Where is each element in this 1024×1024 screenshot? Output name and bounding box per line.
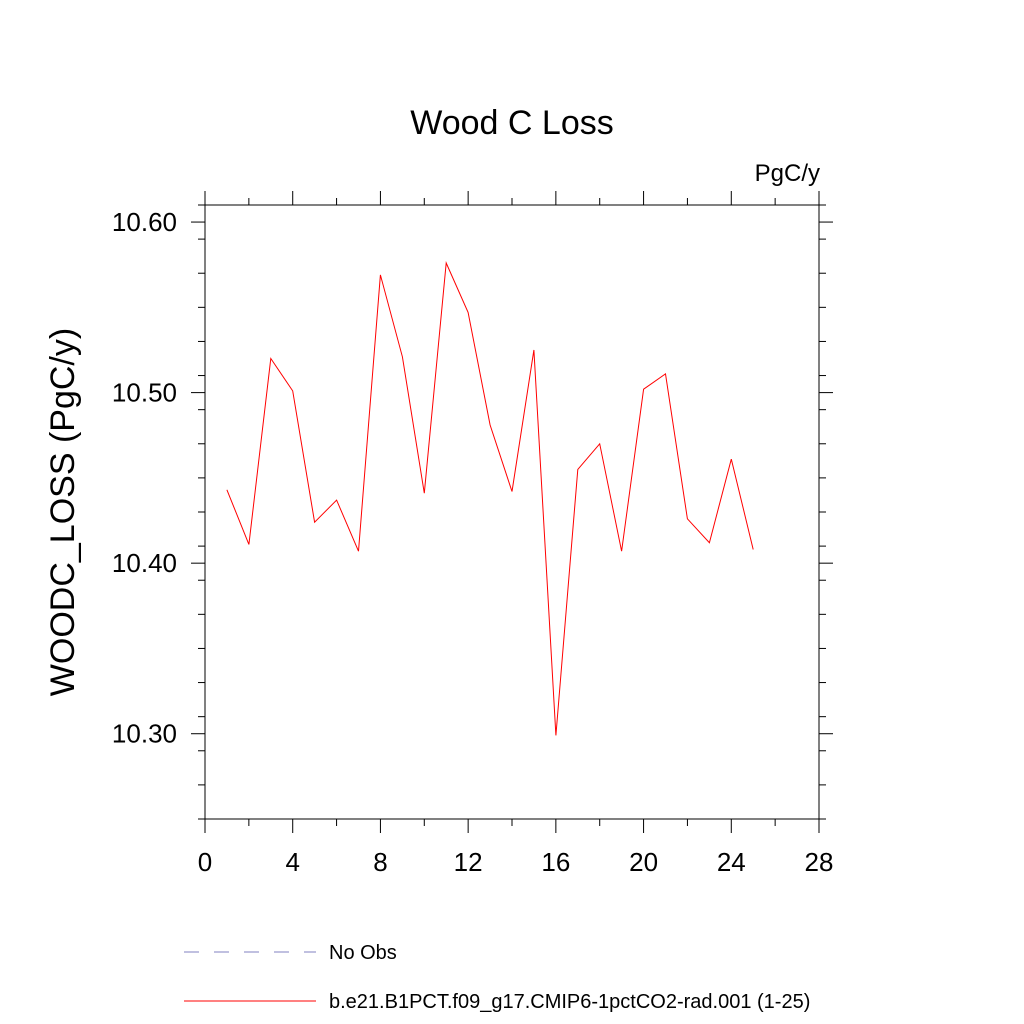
legend: No Obs b.e21.B1PCT.f09_g17.CMIP6-1pctCO2-… [184, 942, 810, 1013]
x-tick-label: 24 [717, 847, 746, 877]
x-tick-label: 0 [198, 847, 212, 877]
x-tick-label: 16 [541, 847, 570, 877]
y-tick-label: 10.60 [112, 207, 177, 237]
x-tick-label: 20 [629, 847, 658, 877]
legend-label: No Obs [329, 942, 397, 964]
x-tick-label: 8 [373, 847, 387, 877]
chart-title: Wood C Loss [410, 104, 613, 142]
units-label: PgC/y [755, 160, 820, 187]
x-tick-label: 4 [285, 847, 299, 877]
plot-frame [204, 204, 820, 820]
y-tick-label: 10.50 [112, 378, 177, 408]
series-layer [226, 261, 754, 736]
y-axis: 10.30 10.40 10.50 10.60 [112, 204, 833, 820]
x-tick-label: 28 [805, 847, 834, 877]
y-tick-label: 10.40 [112, 548, 177, 578]
series-line [226, 261, 754, 736]
legend-label: b.e21.B1PCT.f09_g17.CMIP6-1pctCO2-rad.00… [329, 991, 810, 1013]
x-tick-label: 12 [454, 847, 483, 877]
y-tick-label: 10.30 [112, 719, 177, 749]
y-axis-label: WOODC_LOSS (PgC/y) [44, 328, 82, 696]
x-axis: 0 4 8 12 16 20 24 28 [198, 191, 834, 877]
